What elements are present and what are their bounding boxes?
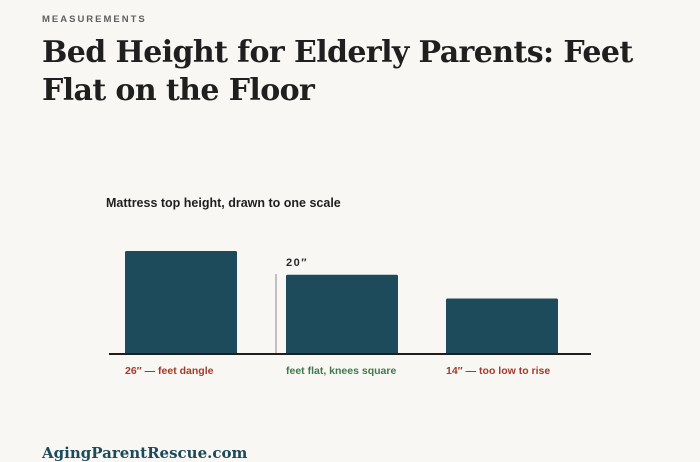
category-label-2: feet flat, knees square <box>286 365 396 377</box>
bar-2 <box>286 274 398 354</box>
chart-title: Mattress top height, drawn to one scale <box>106 196 341 210</box>
bar-3 <box>446 298 558 354</box>
page-title: Bed Height for Elderly Parents: Feet Fla… <box>42 35 633 108</box>
site-footer-link[interactable]: AgingParentRescue.com <box>42 444 248 462</box>
bar-annotation-label: 20″ <box>286 257 308 269</box>
eyebrow-label: MEASUREMENTS <box>42 14 147 25</box>
category-label-1: 26″ — feet dangle <box>125 365 214 377</box>
category-label-3: 14″ — too low to rise <box>446 365 550 377</box>
bar-1 <box>125 251 237 354</box>
